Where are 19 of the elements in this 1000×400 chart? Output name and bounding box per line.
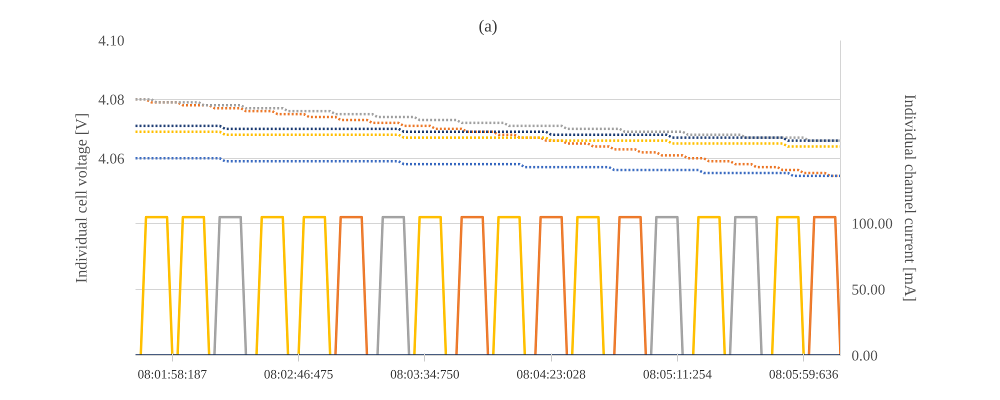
line-series xyxy=(136,157,840,178)
chart-title: (a) xyxy=(478,16,498,36)
y2-tick-label: 100.00 xyxy=(852,216,893,233)
line-series xyxy=(136,98,840,142)
line-series xyxy=(136,130,840,148)
x-tick-label: 08:02:46:475 xyxy=(264,366,334,382)
y2-tick-label: 0.00 xyxy=(852,348,878,364)
x-tick-label: 08:05:59:636 xyxy=(769,366,839,382)
x-tick-label: 08:05:11:254 xyxy=(642,366,712,382)
line-series xyxy=(136,124,840,142)
y-axis-title: Individual cell voltage [V] xyxy=(73,112,90,284)
x-tick-label: 08:01:58:187 xyxy=(138,366,208,382)
y-tick-label: 4.08 xyxy=(98,92,124,108)
y2-axis-title: Individual channel current [mA] xyxy=(900,94,918,302)
y-tick-label: 4.10 xyxy=(98,34,124,50)
x-tick-label: 08:03:34:750 xyxy=(390,366,460,382)
y2-tick-label: 50.00 xyxy=(852,282,886,299)
x-tick-label: 08:04:23:028 xyxy=(516,366,586,382)
y-tick-label: 4.06 xyxy=(98,151,125,168)
